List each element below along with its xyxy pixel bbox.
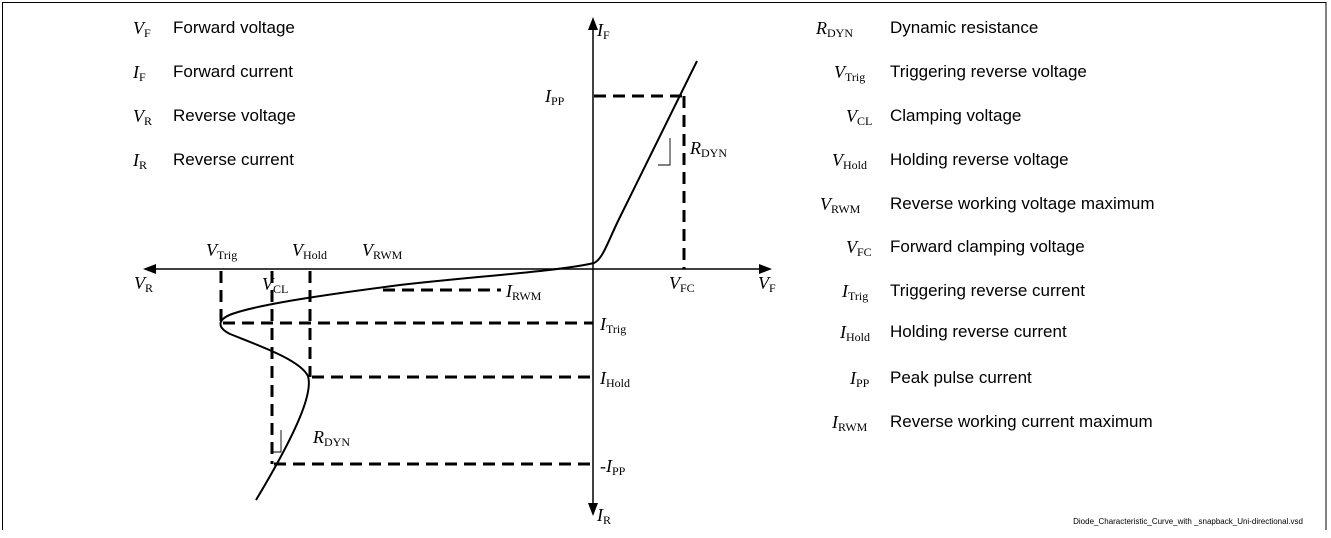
legend-symbol: VR	[133, 106, 153, 128]
itrig-label: ITrig	[599, 314, 626, 336]
axis-vf-label: VF	[758, 273, 776, 295]
legend-symbol: IPP	[850, 368, 870, 390]
legend-symbol: VFC	[846, 237, 872, 259]
rdyn-top-label: RDYN	[689, 138, 727, 160]
legend-left: VF Forward voltage IF Forward current VR…	[0, 0, 400, 190]
frame-border	[2, 2, 1327, 530]
legend-description: Holding reverse voltage	[890, 150, 1069, 169]
vhold-label: VHold	[292, 240, 327, 262]
ihold-label: IHold	[599, 368, 630, 390]
axis-ir-label: IR	[596, 505, 611, 527]
dashed-reference-lines	[219, 94, 686, 466]
legend-description: Triggering reverse current	[890, 281, 1085, 300]
ipp-bottom-label: -IPP	[600, 456, 626, 478]
rdyn-top-triangle	[658, 138, 671, 166]
vcl-label: VCL	[262, 274, 288, 296]
legend-symbol: IHold	[840, 322, 870, 344]
legend-symbol: RDYN	[816, 18, 853, 40]
legend-right: RDYN Dynamic resistance VTrig Triggering…	[800, 0, 1320, 440]
legend-description: Clamping voltage	[890, 106, 1022, 125]
x-axis-left-arrow	[143, 264, 156, 274]
axis-if-label: IF	[596, 20, 610, 42]
legend-description: Forward voltage	[173, 18, 295, 37]
x-axis-right-arrow	[759, 264, 772, 274]
vfc-label: VFC	[669, 273, 695, 295]
legend-symbol: IR	[133, 150, 148, 172]
y-axis-bottom-arrow	[588, 503, 598, 516]
legend-symbol: IRWM	[832, 412, 868, 434]
legend-symbol: VF	[133, 18, 151, 40]
legend-symbol: VCL	[846, 106, 873, 128]
rdyn-bottom-triangle	[271, 430, 282, 453]
legend-description: Triggering reverse voltage	[890, 62, 1087, 81]
legend-description: Forward current	[173, 62, 293, 81]
ipp-top-label: IPP	[544, 86, 565, 108]
legend-description: Reverse current	[173, 150, 294, 169]
legend-symbol: ITrig	[842, 281, 869, 303]
legend-description: Holding reverse current	[890, 322, 1067, 341]
legend-description: Reverse voltage	[173, 106, 296, 125]
legend-symbol: IF	[133, 62, 146, 84]
legend-description: Forward clamping voltage	[890, 237, 1085, 256]
legend-symbol: VHold	[832, 150, 867, 172]
irwm-label: IRWM	[505, 281, 542, 303]
legend-symbol: VRWM	[820, 194, 861, 216]
legend-symbol: VTrig	[834, 62, 866, 84]
iv-curve	[219, 60, 698, 501]
vtrig-label: VTrig	[206, 240, 237, 262]
legend-description: Reverse working current maximum	[890, 412, 1153, 431]
vrwm-label: VRWM	[362, 240, 403, 262]
legend-description: Reverse working voltage maximum	[890, 194, 1155, 213]
rdyn-bottom-label: RDYN	[312, 427, 350, 449]
legend-description: Dynamic resistance	[890, 18, 1039, 37]
footer-filename: Diode_Characteristic_Curve_with _snapbac…	[1073, 517, 1303, 526]
y-axis-top-arrow	[588, 17, 598, 30]
legend-description: Peak pulse current	[890, 368, 1032, 387]
axis-vr-label: VR	[134, 273, 153, 295]
